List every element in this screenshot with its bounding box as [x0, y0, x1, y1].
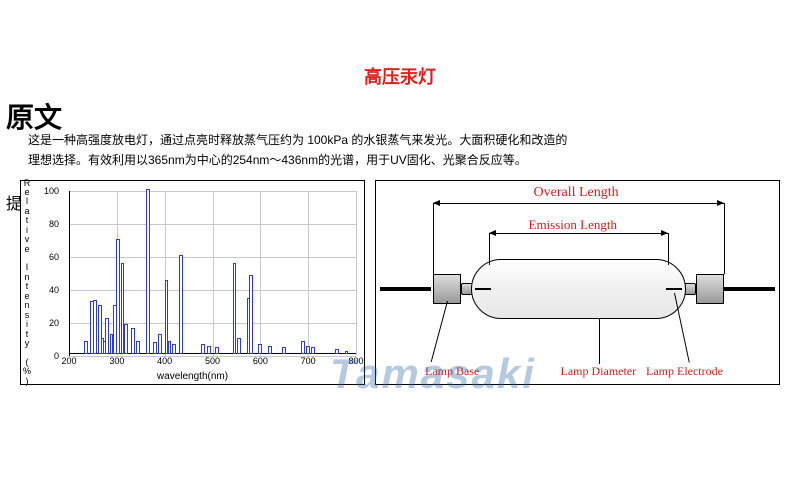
chart-ylabel: Relative Intensity (%) [23, 179, 31, 387]
diagram-label: Lamp Diameter [561, 364, 637, 379]
description-text: 这是一种高强度放电灯，通过点亮时释放蒸气压约为 100kPa 的水银蒸气来发光。… [28, 130, 567, 171]
spectrum-bar [233, 263, 237, 354]
spectrum-bar [93, 300, 97, 354]
diagram-label: Overall Length [534, 185, 619, 201]
spectrum-bar [131, 328, 135, 354]
diagram-label: Emission Length [529, 217, 617, 233]
spectrum-bar [311, 347, 315, 354]
spectrum-bar [301, 341, 305, 354]
spectrum-bar [105, 318, 109, 354]
chart-plot-area: 020406080100200300400500600700800 [69, 191, 354, 354]
spectrum-bar [172, 344, 176, 354]
spectrum-chart: Relative Intensity (%) 02040608010020030… [20, 180, 365, 385]
spectrum-bar [146, 189, 150, 354]
spectrum-bar [282, 347, 286, 354]
diagram-label: Lamp Electrode [646, 364, 723, 379]
spectrum-bar [201, 344, 205, 354]
spectrum-bar [237, 338, 241, 355]
spectrum-bar [136, 341, 140, 354]
spectrum-bar [179, 255, 183, 354]
page-title: 高压汞灯 [0, 63, 800, 89]
spectrum-bar [215, 347, 219, 354]
spectrum-bar [258, 344, 262, 354]
spectrum-bar [168, 341, 172, 354]
spectrum-bar [84, 341, 88, 354]
spectrum-bar [207, 346, 211, 354]
spectrum-bar [153, 342, 157, 354]
spectrum-bar [158, 334, 162, 354]
spectrum-bar [268, 346, 272, 354]
spectrum-bar [249, 275, 253, 354]
spectrum-bar [116, 239, 120, 355]
watermark-text: Tamasaki [330, 350, 536, 398]
spectrum-bar [124, 324, 128, 354]
spectrum-bar [306, 346, 310, 354]
chart-xlabel: wavelength(nm) [21, 371, 364, 382]
